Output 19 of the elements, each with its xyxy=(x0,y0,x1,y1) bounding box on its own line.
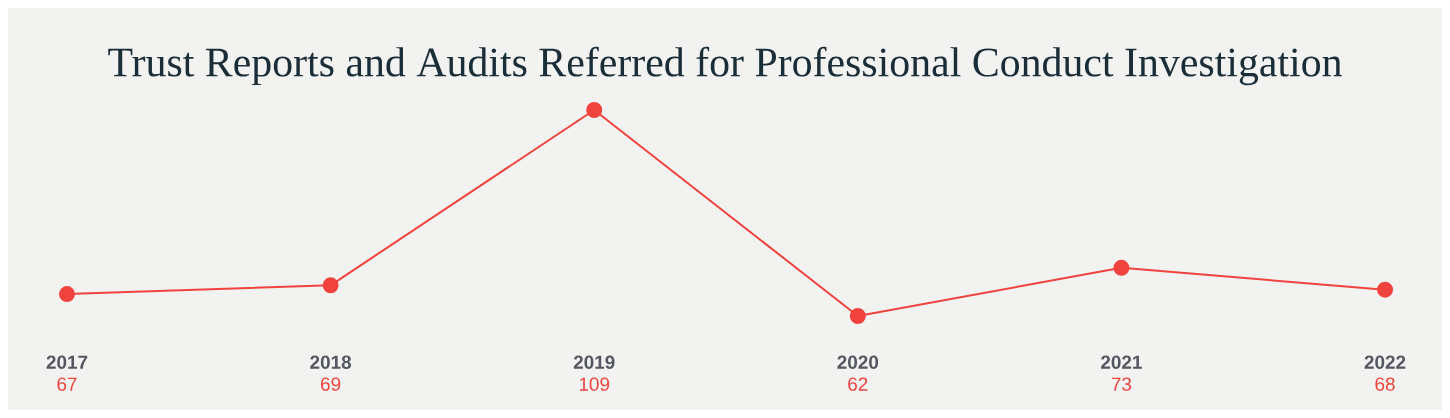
x-tick-label: 2022 xyxy=(1364,355,1406,369)
point xyxy=(59,286,75,303)
data-label: 62 xyxy=(848,377,868,391)
data-label: 69 xyxy=(321,377,341,391)
point xyxy=(849,308,866,324)
x-tick-label: 2021 xyxy=(1101,355,1142,369)
x-tick-label: 2020 xyxy=(837,355,879,369)
point xyxy=(586,102,603,118)
data-label: 67 xyxy=(57,377,77,391)
point xyxy=(322,277,339,294)
chart-title: Trust Reports and Audits Referred for Professional Conduct Investigation xyxy=(108,46,1342,86)
point xyxy=(1113,259,1130,276)
point xyxy=(1377,281,1394,298)
data-label: 68 xyxy=(1375,377,1395,391)
data-label: 73 xyxy=(1111,377,1132,391)
x-tick-label: 2017 xyxy=(46,355,88,369)
data-label: 109 xyxy=(579,377,610,391)
x-tick-label: 2019 xyxy=(573,355,615,369)
x-tick-label: 2018 xyxy=(310,355,352,369)
